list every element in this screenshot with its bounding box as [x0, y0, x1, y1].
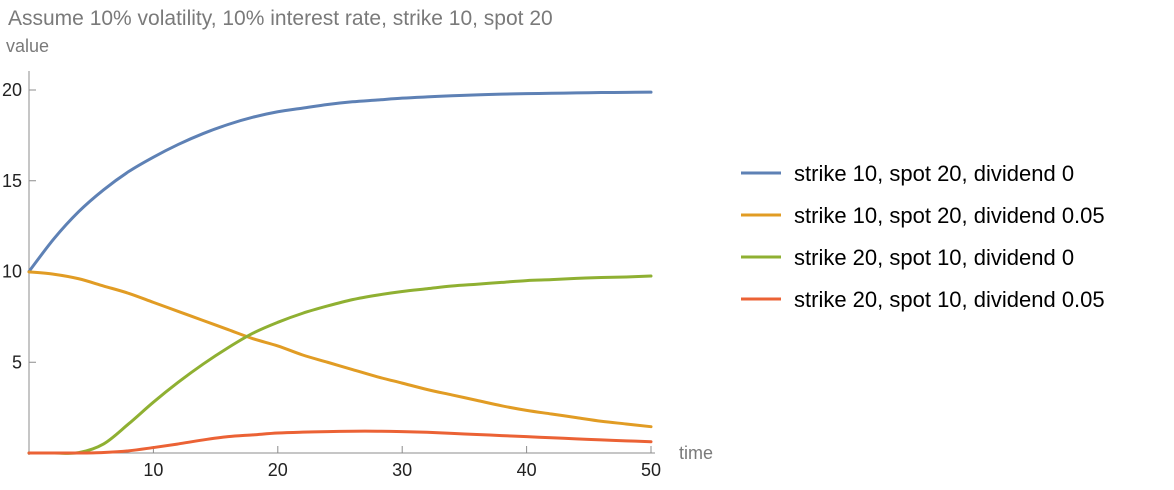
y-axis-label: value: [6, 36, 49, 56]
x-tick-label: 50: [641, 460, 661, 480]
chart-title: Assume 10% volatility, 10% interest rate…: [8, 7, 553, 30]
series-lines: [27, 90, 653, 455]
series-line-4: [27, 429, 653, 455]
y-tick-label: 5: [12, 352, 22, 372]
legend-label: strike 20, spot 10, dividend 0: [794, 245, 1074, 270]
chart-legend: strike 10, spot 20, dividend 0 strike 10,…: [741, 161, 1105, 312]
y-tick-label: 15: [2, 171, 22, 191]
legend-label: strike 20, spot 10, dividend 0.05: [794, 287, 1105, 312]
x-axis-label: time: [679, 443, 713, 463]
series-line-1: [27, 90, 653, 273]
legend-label: strike 10, spot 20, dividend 0.05: [794, 203, 1105, 228]
y-axis-ticks: 5 10 15 20: [2, 80, 36, 372]
x-tick-label: 40: [517, 460, 537, 480]
x-tick-label: 30: [392, 460, 412, 480]
legend-label: strike 10, spot 20, dividend 0: [794, 161, 1074, 186]
x-tick-label: 10: [143, 460, 163, 480]
x-axis-ticks: 10 20 30 40 50: [143, 446, 661, 480]
y-tick-label: 10: [2, 262, 22, 282]
x-tick-label: 20: [268, 460, 288, 480]
series-line-3: [27, 274, 653, 455]
y-tick-label: 20: [2, 80, 22, 100]
series-line-2: [27, 270, 653, 429]
